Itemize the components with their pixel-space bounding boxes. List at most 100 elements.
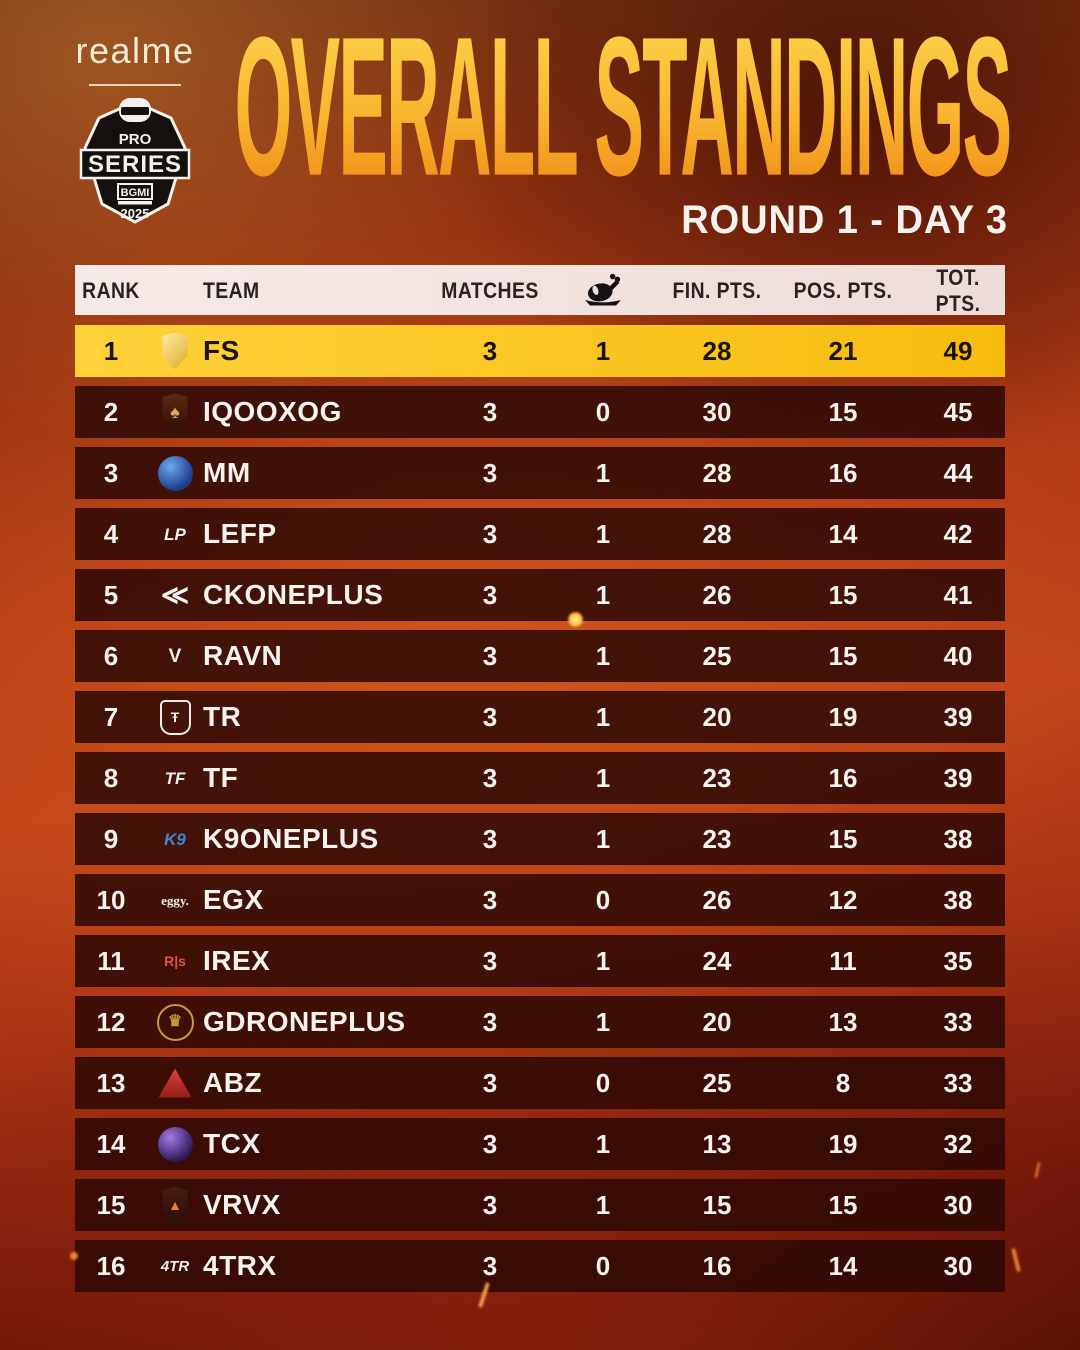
pos-pts-cell: 21 (828, 335, 858, 366)
team-logo-glyph: K9 (164, 829, 186, 849)
realme-logo: realme (75, 30, 195, 71)
pos-pts-cell: 19 (828, 701, 858, 732)
team-name-cell: IREX (203, 945, 271, 976)
team-name-cell: K9ONEPLUS (203, 823, 379, 854)
fin-pts-cell: 25 (702, 640, 732, 671)
ember-particle (1011, 1247, 1021, 1273)
team-logo (147, 1126, 203, 1162)
pos-pts-cell: 12 (828, 884, 858, 915)
team-name-cell: TCX (203, 1128, 261, 1159)
tot-pts-cell: 38 (943, 884, 973, 915)
fin-pts-cell: 28 (702, 335, 732, 366)
wwcd-cell: 0 (595, 396, 611, 427)
matches-cell: 3 (482, 884, 498, 915)
tot-pts-cell: 40 (943, 640, 973, 671)
wwcd-cell: 1 (595, 1006, 611, 1037)
team-logo: Ŧ (147, 699, 203, 735)
pos-pts-cell: 19 (828, 1128, 858, 1159)
team-logo-glyph: V (168, 645, 182, 667)
matches-cell: 3 (482, 1128, 498, 1159)
team-logo-glyph: 4TR (160, 1257, 190, 1275)
svg-text:2025: 2025 (121, 206, 150, 221)
wwcd-cell: 1 (595, 762, 611, 793)
table-row: 1 FS 3 1 28 21 49 (75, 325, 1005, 377)
team-logo-glyph: eggy. (161, 892, 189, 908)
team-logo: TF (147, 770, 203, 787)
helmet-icon (119, 98, 151, 122)
table-row: 14 TCX 3 1 13 19 32 (75, 1118, 1005, 1170)
team-name-cell: TF (203, 762, 239, 793)
tot-pts-cell: 49 (943, 335, 973, 366)
pos-pts-cell: 14 (828, 1250, 858, 1281)
table-row: 2 ♠ IQOOXOG 3 0 30 15 45 (75, 386, 1005, 438)
fin-pts-cell: 23 (702, 762, 732, 793)
table-row: 15 ▲ VRVX 3 1 15 15 30 (75, 1179, 1005, 1231)
pos-pts-cell: 8 (835, 1067, 851, 1098)
fin-pts-cell: 26 (702, 579, 732, 610)
fin-pts-cell: 28 (702, 457, 732, 488)
fin-pts-cell: 30 (702, 396, 732, 427)
pro-series-badge-logo: PRO SERIES BGMI 2025 (79, 98, 191, 224)
standings-rows: 1 FS 3 1 28 21 49 2 ♠ IQOOXOG 3 0 30 15 … (75, 325, 1005, 1292)
rank-cell: 2 (103, 396, 119, 427)
table-row: 9 K9 K9ONEPLUS 3 1 23 15 38 (75, 813, 1005, 865)
table-row: 5 ≪ CKONEPLUS 3 1 26 15 41 (75, 569, 1005, 621)
wwcd-cell: 1 (595, 945, 611, 976)
svg-text:BGMI: BGMI (121, 187, 150, 199)
wwcd-cell: 1 (595, 1128, 611, 1159)
rank-cell: 14 (96, 1128, 126, 1159)
fin-pts-cell: 25 (702, 1067, 732, 1098)
col-fin-pts-label: FIN. PTS. (672, 278, 762, 303)
matches-cell: 3 (482, 335, 498, 366)
table-row: 10 eggy. EGX 3 0 26 12 38 (75, 874, 1005, 926)
matches-cell: 3 (482, 457, 498, 488)
team-logo: LP (147, 526, 203, 543)
team-name-cell: LEFP (203, 518, 277, 549)
wwcd-cell: 1 (595, 1189, 611, 1220)
rank-cell: 8 (103, 762, 119, 793)
team-logo: ▲ (147, 1186, 203, 1224)
tot-pts-cell: 38 (943, 823, 973, 854)
matches-cell: 3 (482, 1006, 498, 1037)
matches-cell: 3 (482, 579, 498, 610)
col-pos-pts-label: POS. PTS. (793, 278, 893, 303)
pos-pts-cell: 15 (828, 1189, 858, 1220)
wwcd-cell: 1 (595, 579, 611, 610)
matches-cell: 3 (482, 640, 498, 671)
tot-pts-cell: 35 (943, 945, 973, 976)
tot-pts-cell: 45 (943, 396, 973, 427)
table-row: 8 TF TF 3 1 23 16 39 (75, 752, 1005, 804)
round-day-subtitle: ROUND 1 - DAY 3 (681, 198, 1008, 242)
tot-pts-cell: 44 (943, 457, 973, 488)
fin-pts-cell: 23 (702, 823, 732, 854)
team-logo-glyph: ≪ (160, 579, 190, 610)
rank-cell: 4 (103, 518, 119, 549)
team-name-cell: GDRONEPLUS (203, 1006, 406, 1037)
tot-pts-cell: 33 (943, 1067, 973, 1098)
pos-pts-cell: 15 (828, 579, 858, 610)
matches-cell: 3 (482, 396, 498, 427)
wwcd-cell: 1 (595, 518, 611, 549)
rank-cell: 7 (103, 701, 119, 732)
pos-pts-cell: 16 (828, 762, 858, 793)
rank-cell: 12 (96, 1006, 126, 1037)
team-logo-glyph (162, 332, 188, 370)
team-name-cell: EGX (203, 884, 264, 915)
rank-cell: 10 (96, 884, 126, 915)
col-wwcd (547, 274, 659, 308)
team-logo: R|s (147, 954, 203, 968)
matches-cell: 3 (482, 701, 498, 732)
team-logo: ≪ (147, 579, 203, 610)
pos-pts-cell: 13 (828, 1006, 858, 1037)
team-logo (147, 332, 203, 370)
wwcd-cell: 1 (595, 457, 611, 488)
team-logo: ♛ (147, 1003, 203, 1041)
team-logo-glyph: TF (164, 768, 186, 788)
rank-cell: 11 (97, 945, 125, 976)
fin-pts-cell: 20 (702, 701, 732, 732)
tot-pts-cell: 42 (943, 518, 973, 549)
pos-pts-cell: 11 (829, 945, 857, 976)
matches-cell: 3 (482, 945, 498, 976)
team-logo-glyph: ▲ (162, 1186, 188, 1224)
pos-pts-cell: 14 (828, 518, 858, 549)
